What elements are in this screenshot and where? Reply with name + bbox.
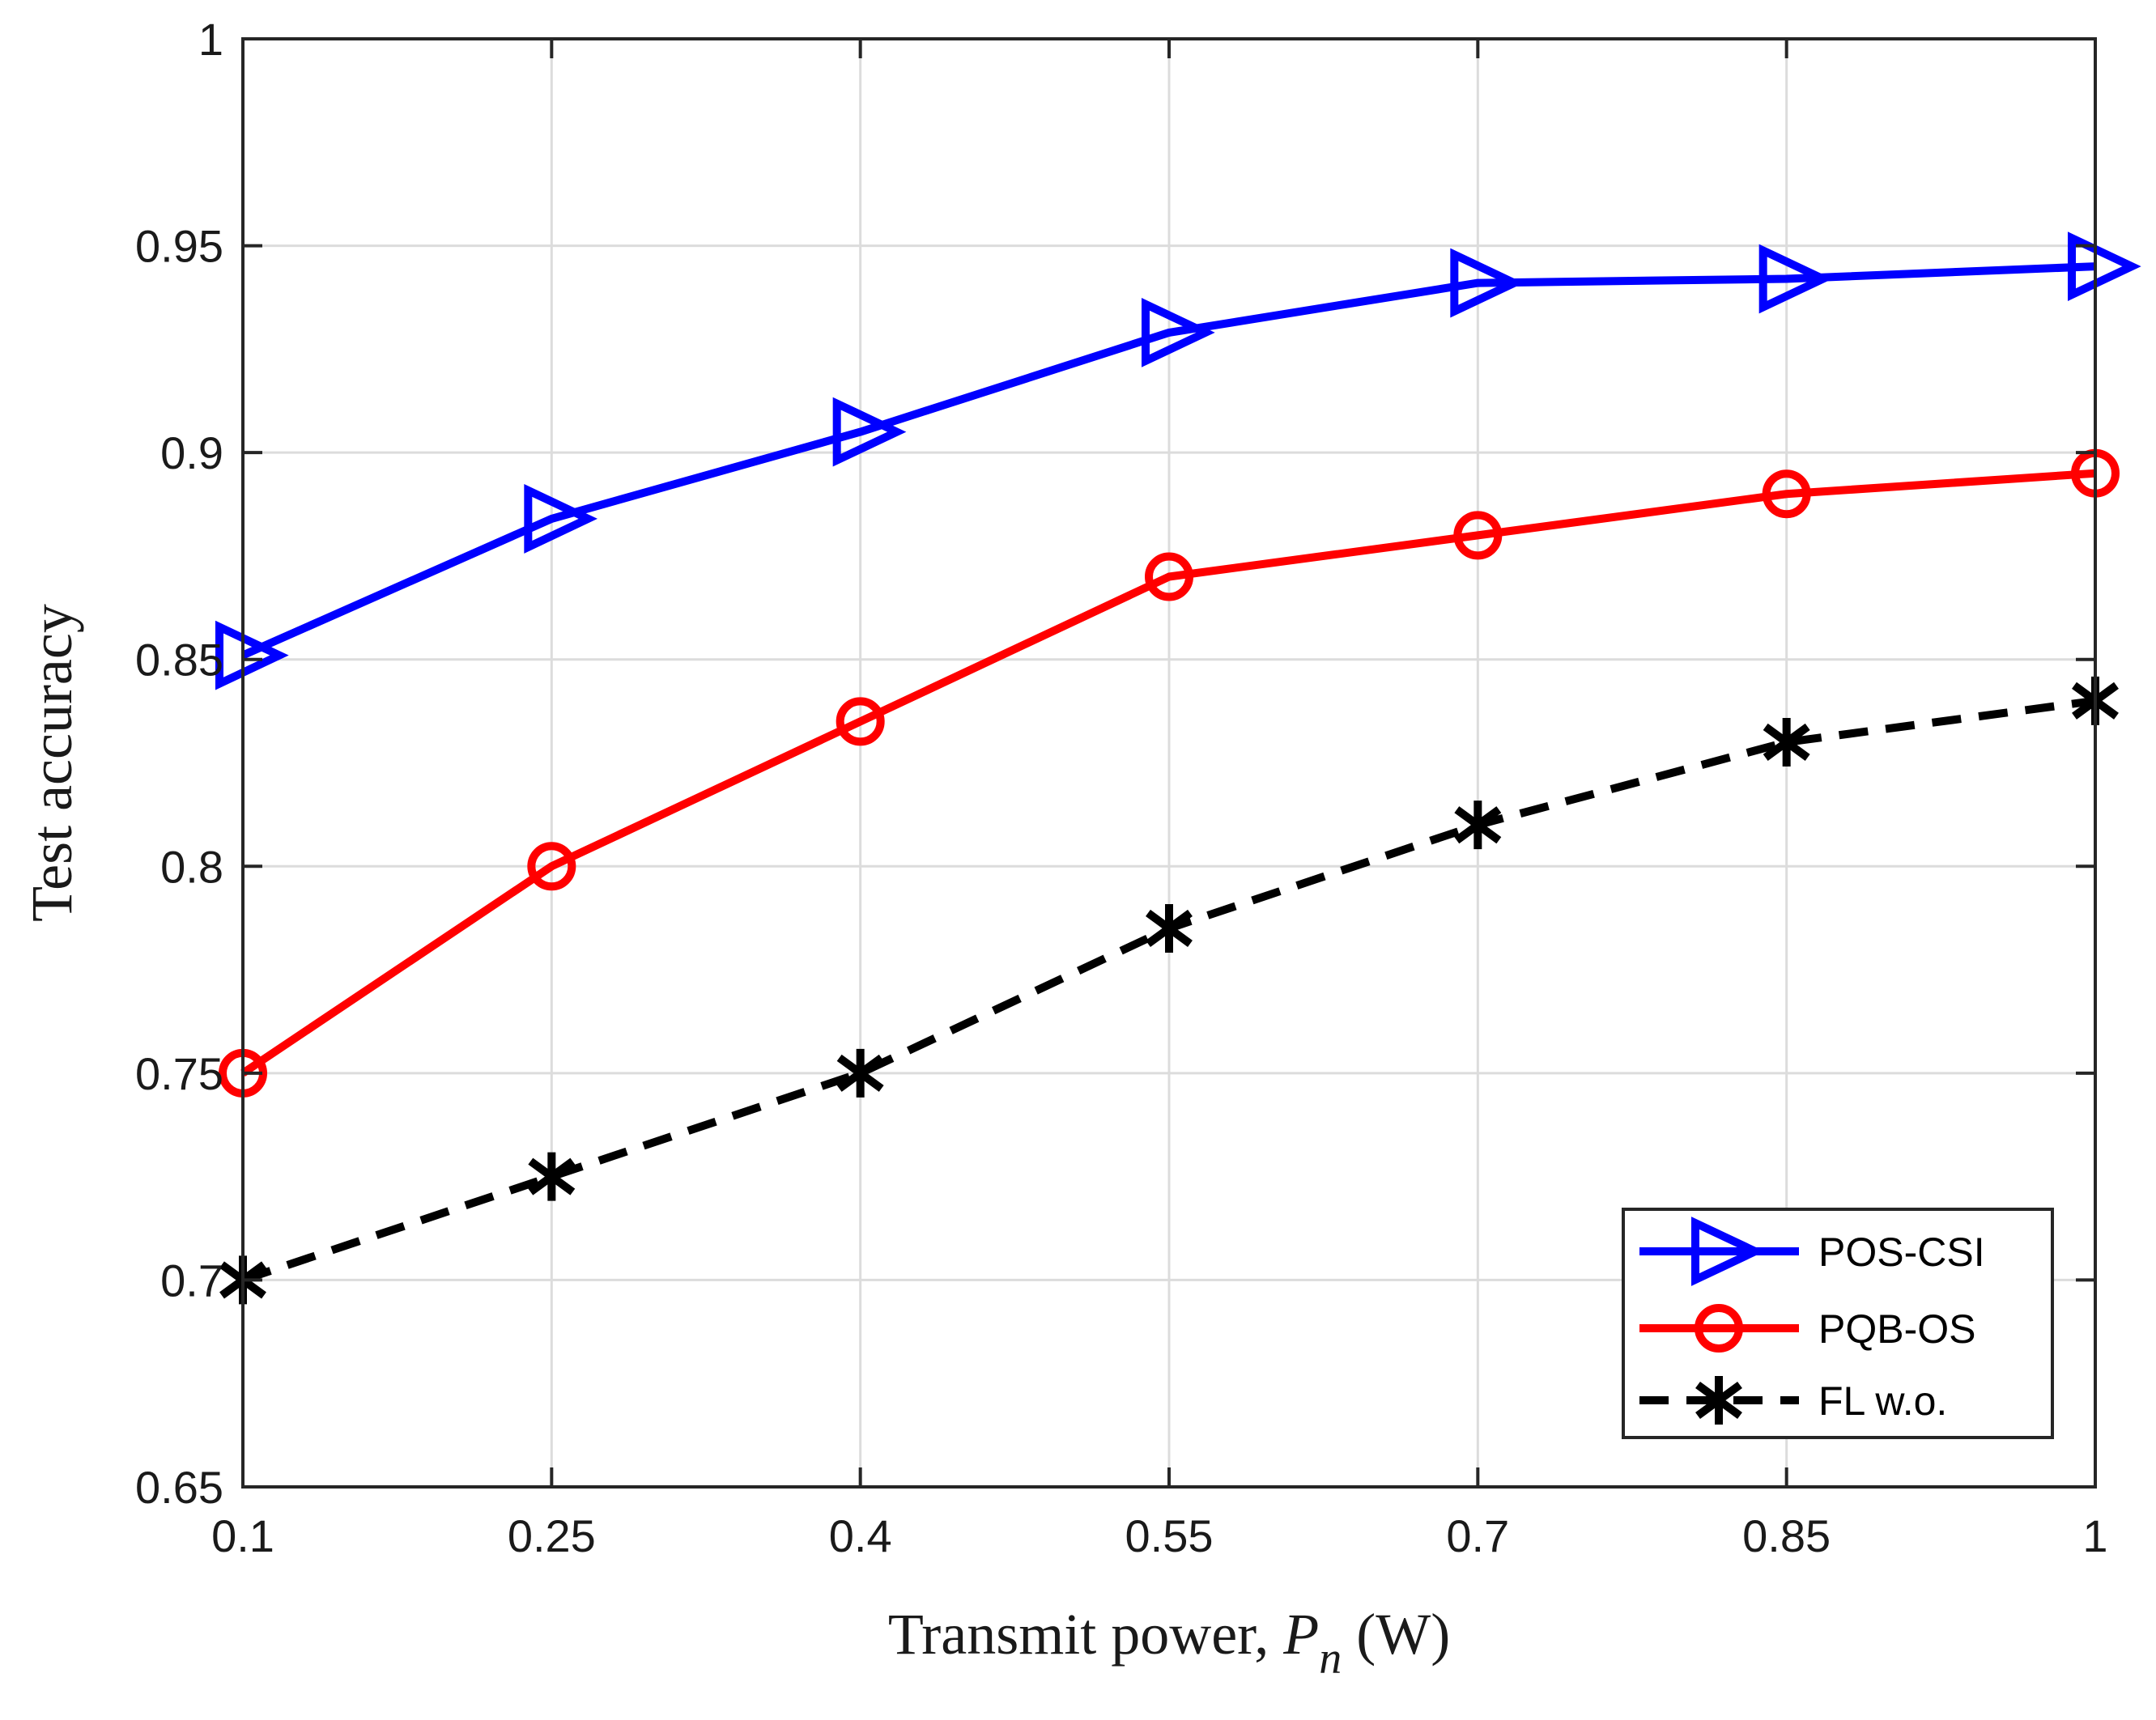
- x-axis-title-var: P: [1282, 1602, 1319, 1667]
- legend-label-pos-csi: POS-CSI: [1818, 1229, 1985, 1275]
- x-axis-title-unit: (W): [1342, 1602, 1450, 1667]
- data-point-pqb-os: [1145, 552, 1193, 601]
- x-axis-title-text: Transmit power,: [888, 1602, 1283, 1667]
- series-pos-csi: [215, 231, 2141, 690]
- legend-label-fl-w-o: FL w.o.: [1818, 1378, 1947, 1424]
- data-point-fl-w-o: [528, 1152, 576, 1201]
- data-point-pos-csi: [215, 620, 289, 690]
- data-point-fl-w-o: [1763, 717, 1810, 767]
- y-tick-label: 0.65: [135, 1462, 223, 1513]
- y-tick-label: 0.9: [160, 427, 223, 478]
- x-axis-title: Transmit power, Pn (W): [888, 1602, 1450, 1684]
- data-point-fl-w-o: [836, 1048, 884, 1098]
- data-point-pos-csi: [2068, 231, 2141, 302]
- data-point-fl-w-o: [1454, 801, 1502, 850]
- x-tick-label: 0.55: [1125, 1510, 1214, 1561]
- data-point-pos-csi: [1758, 244, 1833, 314]
- axis-ticks: 0.1 0.25 0.4 0.55 0.7 0.85 1 0.65 0.7 0.75 0.8 0.85…: [135, 14, 2108, 1561]
- y-tick-label: 0.7: [160, 1255, 223, 1306]
- data-point-pos-csi: [1450, 248, 1525, 318]
- data-point-pqb-os: [1762, 469, 1811, 519]
- legend-marker-fl-w-o: [1695, 1376, 1742, 1425]
- legend-label-pqb-os: PQB-OS: [1818, 1306, 1975, 1352]
- data-point-pos-csi: [524, 484, 598, 554]
- legend-marker-pos-csi: [1691, 1217, 1765, 1286]
- x-axis-title-subscript: n: [1319, 1633, 1342, 1684]
- y-tick-label: 0.8: [160, 841, 223, 892]
- series-layer: [215, 231, 2141, 1305]
- x-tick-label: 0.4: [829, 1510, 892, 1561]
- data-point-fl-w-o: [1146, 903, 1193, 953]
- data-point-pqb-os: [527, 842, 576, 891]
- legend-marker-pqb-os: [1695, 1304, 1743, 1353]
- x-tick-label: 1: [2082, 1510, 2107, 1561]
- series-line-pos-csi: [240, 262, 2096, 660]
- y-tick-label: 0.85: [135, 635, 223, 686]
- series-line-pqb-os: [240, 469, 2096, 1077]
- data-point-pqb-os: [1453, 511, 1503, 560]
- y-tick-label: 0.95: [135, 221, 223, 272]
- data-point-pos-csi: [832, 397, 907, 467]
- legend: POS-CSI PQB-OS FL w.o.: [1622, 1208, 2054, 1439]
- data-point-pos-csi: [1142, 298, 1215, 367]
- x-tick-label: 0.1: [211, 1510, 274, 1561]
- x-tick-label: 0.25: [508, 1510, 596, 1561]
- data-point-pqb-os: [836, 697, 885, 746]
- x-tick-label: 0.85: [1742, 1510, 1831, 1561]
- y-tick-label: 1: [198, 14, 223, 65]
- y-axis-title: Test accuracy: [19, 604, 84, 922]
- x-tick-label: 0.7: [1446, 1510, 1509, 1561]
- y-tick-label: 0.75: [135, 1048, 223, 1099]
